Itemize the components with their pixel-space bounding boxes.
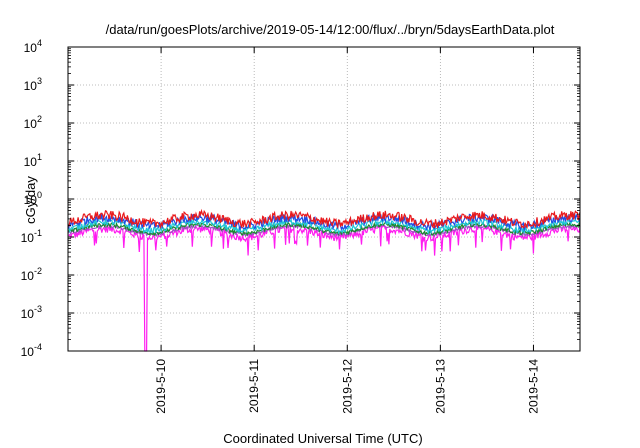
series-line	[67, 217, 581, 236]
y-tick-exponent: -4	[34, 342, 42, 352]
y-tick-exponent: 0	[37, 190, 42, 200]
y-tick-label: 10-2	[21, 266, 42, 283]
y-tick-base: 10	[21, 307, 35, 321]
y-tick-label: 10-4	[21, 342, 42, 359]
y-tick-base: 10	[24, 117, 38, 131]
series-line	[67, 221, 581, 237]
series-line	[67, 212, 581, 233]
y-tick-base: 10	[24, 41, 38, 55]
y-tick-label: 104	[24, 38, 42, 55]
y-tick-label: 10-3	[21, 304, 42, 321]
y-tick-base: 10	[24, 193, 38, 207]
x-tick-label: 2019-5-10	[154, 359, 168, 414]
y-tick-exponent: -1	[34, 228, 42, 238]
y-tick-base: 10	[24, 79, 38, 93]
y-tick-base: 10	[21, 231, 35, 245]
y-tick-label: 103	[24, 76, 42, 93]
x-tick-label: 2019-5-11	[247, 359, 261, 413]
y-tick-exponent: 3	[37, 76, 42, 86]
x-axis-label: Coordinated Universal Time (UTC)	[223, 431, 422, 446]
y-tick-exponent: 4	[37, 38, 42, 48]
x-tick-label: 2019-5-13	[433, 359, 447, 414]
y-tick-base: 10	[21, 269, 35, 283]
series-line	[67, 208, 581, 230]
y-tick-label: 100	[24, 190, 42, 207]
y-tick-base: 10	[24, 155, 38, 169]
series-line	[68, 223, 581, 352]
x-tick-label: 2019-5-14	[526, 359, 540, 414]
y-tick-label: 101	[24, 152, 42, 169]
y-tick-exponent: 2	[37, 114, 42, 124]
x-axis-ticks: 2019-5-10 2019-5-11 2019-5-12 2019-5-13 2019…	[154, 47, 540, 414]
y-tick-exponent: -3	[34, 304, 42, 314]
series-layer	[67, 208, 581, 352]
y-tick-label: 102	[24, 114, 42, 131]
y-tick-exponent: -2	[34, 266, 42, 276]
y-tick-base: 10	[21, 345, 35, 359]
x-tick-label: 2019-5-12	[340, 359, 354, 414]
chart-title: /data/run/goesPlots/archive/2019-05-14/1…	[106, 22, 555, 37]
y-tick-label: 10-1	[21, 228, 42, 245]
y-tick-exponent: 1	[37, 152, 42, 162]
y-axis-label: cGy/day	[23, 176, 38, 224]
